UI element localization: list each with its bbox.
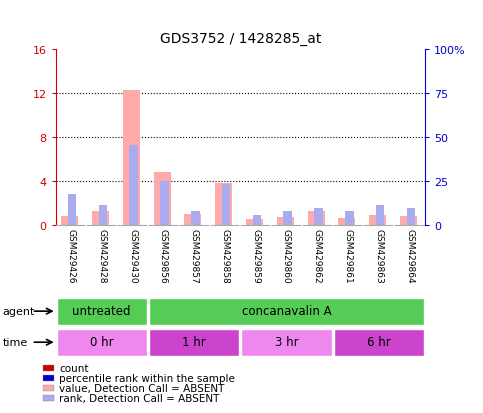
Text: count: count	[59, 363, 88, 373]
Bar	[284, 212, 292, 225]
Bar	[160, 181, 169, 225]
Bar	[149, 329, 239, 356]
Text: 6 hr: 6 hr	[367, 335, 391, 348]
Bar	[400, 216, 417, 225]
Title: GDS3752 / 1428285_at: GDS3752 / 1428285_at	[159, 32, 321, 46]
Text: 1 hr: 1 hr	[182, 335, 206, 348]
Text: time: time	[2, 337, 28, 347]
Bar	[308, 212, 325, 225]
Bar	[129, 146, 138, 225]
Text: GSM429863: GSM429863	[374, 229, 384, 283]
Text: 3 hr: 3 hr	[275, 335, 298, 348]
Text: 0 hr: 0 hr	[90, 335, 114, 348]
Bar	[123, 91, 140, 225]
Text: GSM429864: GSM429864	[405, 229, 414, 283]
Text: agent: agent	[2, 306, 35, 316]
Text: GSM429430: GSM429430	[128, 229, 137, 283]
Bar	[277, 217, 294, 225]
Bar	[154, 173, 170, 225]
Bar	[376, 205, 384, 225]
Text: GSM429428: GSM429428	[97, 229, 106, 283]
Bar	[242, 329, 331, 356]
Bar	[191, 212, 199, 225]
Bar	[222, 185, 230, 225]
Text: GSM429426: GSM429426	[67, 229, 75, 283]
Text: GSM429857: GSM429857	[190, 229, 199, 283]
Bar	[149, 298, 424, 325]
Text: GSM429860: GSM429860	[282, 229, 291, 283]
Bar	[185, 214, 201, 225]
Bar	[253, 215, 261, 225]
Bar	[407, 209, 415, 225]
Bar	[334, 329, 424, 356]
Bar	[99, 205, 107, 225]
Text: GSM429861: GSM429861	[343, 229, 353, 283]
Text: untreated: untreated	[72, 304, 131, 317]
Bar	[57, 298, 147, 325]
Text: GSM429858: GSM429858	[220, 229, 229, 283]
Bar	[68, 195, 76, 225]
Bar	[345, 212, 354, 225]
Bar	[314, 209, 323, 225]
Bar	[92, 212, 109, 225]
Text: percentile rank within the sample: percentile rank within the sample	[59, 373, 235, 383]
Text: concanavalin A: concanavalin A	[242, 304, 331, 317]
Bar	[246, 220, 263, 225]
Text: GSM429862: GSM429862	[313, 229, 322, 283]
Bar	[369, 215, 386, 225]
Text: GSM429856: GSM429856	[159, 229, 168, 283]
Bar	[215, 183, 232, 225]
Bar	[339, 218, 355, 225]
Bar	[61, 216, 78, 225]
Text: value, Detection Call = ABSENT: value, Detection Call = ABSENT	[59, 383, 224, 393]
Text: rank, Detection Call = ABSENT: rank, Detection Call = ABSENT	[59, 393, 219, 403]
Text: GSM429859: GSM429859	[251, 229, 260, 283]
Bar	[57, 329, 147, 356]
